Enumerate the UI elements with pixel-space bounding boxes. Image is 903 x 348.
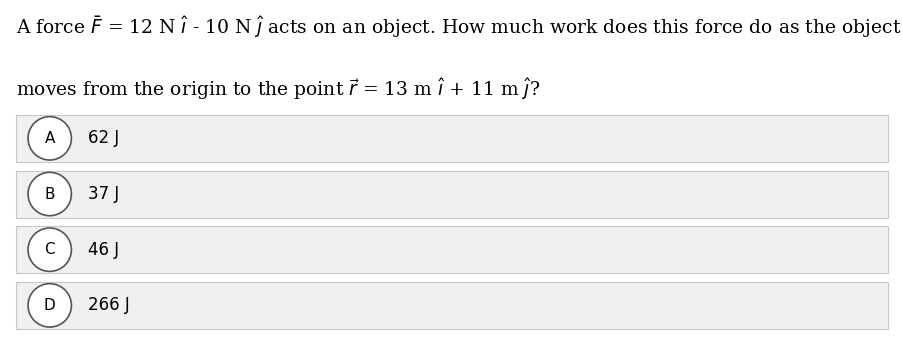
Text: 37 J: 37 J [88,185,119,203]
FancyBboxPatch shape [16,171,887,218]
Text: 46 J: 46 J [88,241,118,259]
FancyBboxPatch shape [16,226,887,273]
Ellipse shape [28,228,71,271]
Text: A: A [44,131,55,146]
Ellipse shape [28,284,71,327]
Ellipse shape [28,172,71,216]
Text: B: B [44,187,55,201]
FancyBboxPatch shape [16,282,887,329]
Text: D: D [44,298,55,313]
Text: moves from the origin to the point $\vec{r}$ = 13 m $\hat{\imath}$ + 11 m $\hat{: moves from the origin to the point $\vec… [16,77,540,102]
Text: 62 J: 62 J [88,129,119,147]
Ellipse shape [28,117,71,160]
Text: A force $\bar{F}$ = 12 N $\hat{\imath}$ - 10 N $\hat{\jmath}$ acts on an object.: A force $\bar{F}$ = 12 N $\hat{\imath}$ … [16,14,901,40]
Text: 266 J: 266 J [88,296,129,314]
Text: C: C [44,242,55,257]
FancyBboxPatch shape [16,115,887,162]
